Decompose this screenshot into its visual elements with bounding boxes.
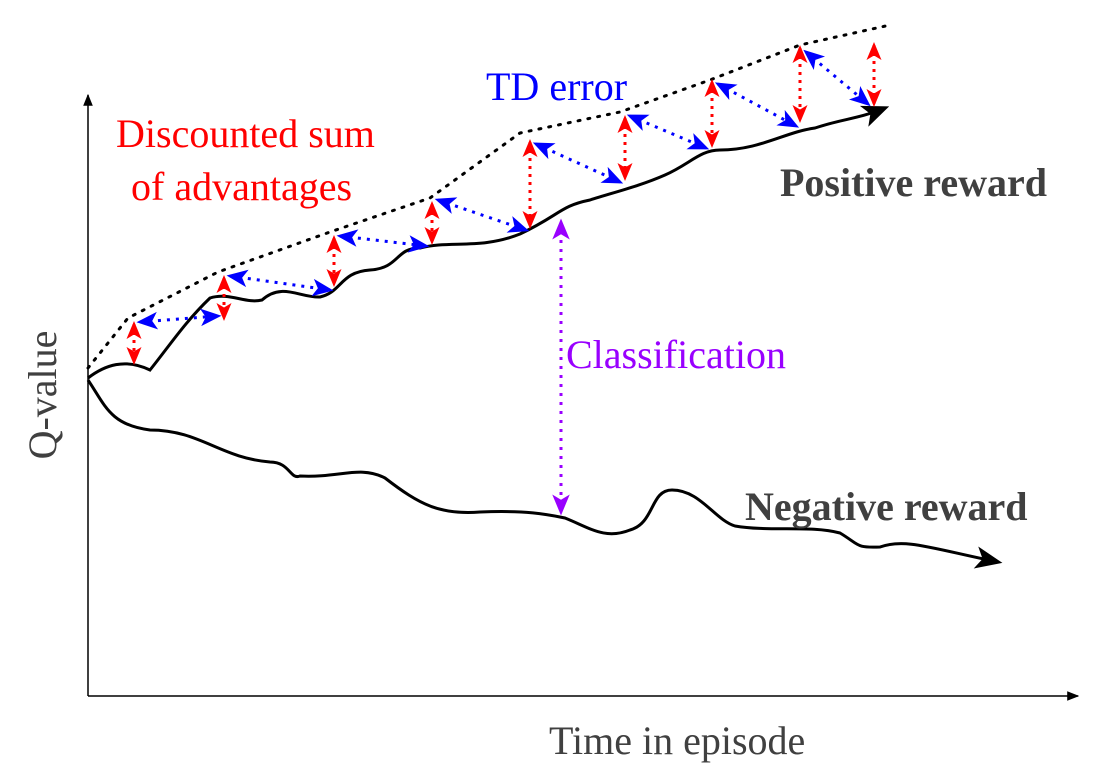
negative-reward-curve [86, 379, 1003, 569]
td-error-arrow [803, 49, 871, 107]
td-error-arrow [532, 142, 624, 184]
td-error-arrow [626, 114, 710, 150]
classification-label: Classification [566, 332, 786, 377]
td-error-arrow [714, 82, 800, 128]
negative-reward-label: Negative reward [745, 484, 1028, 529]
discounted-sum-label-line2: of advantages [131, 164, 352, 209]
td-error-arrow [336, 229, 430, 253]
td-error-label: TD error [486, 64, 627, 109]
td-error-arrows [136, 49, 871, 330]
positive-reward-label: Positive reward [780, 160, 1047, 205]
y-axis-label: Q-value [20, 331, 65, 460]
advantage-arrows [126, 42, 882, 365]
x-axis-label: Time in episode [549, 718, 805, 763]
positive-reward-curve [87, 105, 890, 380]
td-error-arrow [136, 308, 222, 330]
td-error-arrow [226, 269, 334, 297]
discounted-sum-label-line1: Discounted sum [116, 111, 375, 156]
td-error-arrow [434, 197, 530, 233]
